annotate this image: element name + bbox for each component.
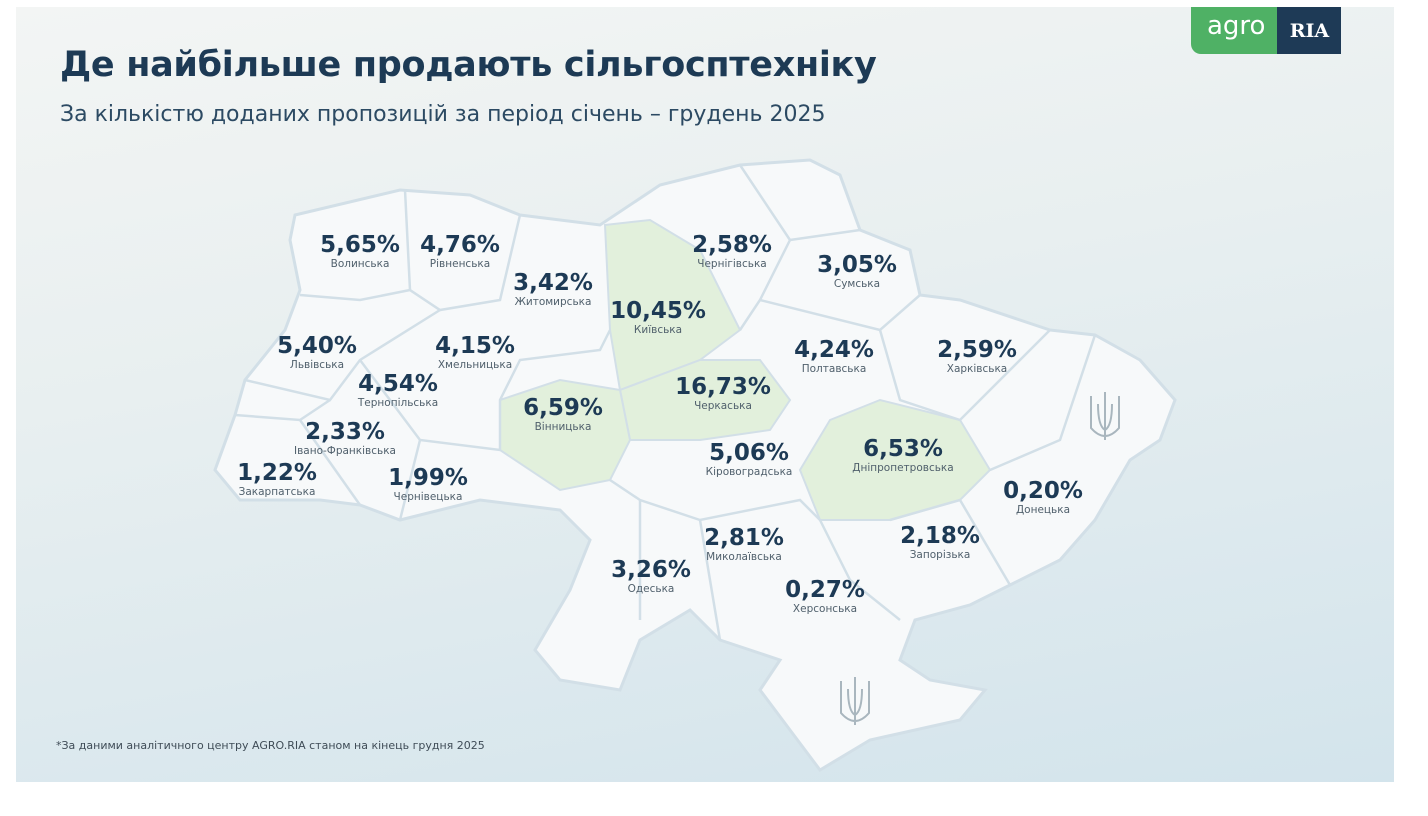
region-label: 1,22% Закарпатська: [237, 460, 317, 499]
region-value: 5,40%: [277, 333, 357, 359]
region-label: 4,76% Рівненська: [420, 232, 500, 271]
region-label: 5,40% Львівська: [277, 333, 357, 372]
region-name: Київська: [633, 324, 683, 336]
region-value: 0,27%: [785, 577, 865, 603]
region-label: 0,20% Донецька: [1003, 478, 1083, 517]
region-value: 4,24%: [794, 337, 874, 363]
region-label: 3,42% Житомирська: [513, 270, 593, 309]
region-label: 5,06% Кіровоградська: [706, 440, 793, 479]
region-name: Сумська: [833, 278, 881, 290]
region-label: 3,26% Одеська: [611, 557, 691, 596]
region-label: 2,18% Запорізька: [900, 523, 980, 562]
region-label: 4,24% Полтавська: [794, 337, 874, 376]
region-name: Львівська: [289, 359, 345, 371]
country-outline: [213, 158, 1177, 772]
region-value: 2,18%: [900, 523, 980, 549]
region-kyiv-fill: [603, 218, 742, 392]
logo-agro-text: agro: [1191, 7, 1278, 54]
region-label: 1,99% Чернівецька: [388, 465, 468, 504]
region-label: 5,65% Волинська: [320, 232, 400, 271]
region-name: Донецька: [1015, 504, 1071, 516]
region-name: Івано-Франківська: [294, 445, 396, 457]
region-label: 0,27% Херсонська: [785, 577, 865, 616]
region-value: 16,73%: [675, 374, 771, 400]
region-name: Полтавська: [801, 363, 867, 375]
infographic-card: Де найбільше продають сільгосптехніку За…: [16, 7, 1394, 782]
region-label: 2,81% Миколаївська: [704, 525, 784, 564]
region-value: 2,58%: [692, 232, 772, 258]
region-value: 1,22%: [237, 460, 317, 486]
trident-icon-crimea: [840, 677, 870, 725]
region-label: 2,58% Чернігівська: [692, 232, 772, 271]
page-subtitle: За кількістю доданих пропозицій за періо…: [60, 102, 826, 127]
region-label: 4,15% Хмельницька: [435, 333, 515, 372]
region-name: Чернігівська: [697, 258, 767, 270]
region-value: 4,15%: [435, 333, 515, 359]
region-name: Запорізька: [909, 549, 971, 561]
region-label: 6,59% Вінницька: [523, 395, 603, 434]
agro-ria-logo: agro RIA: [1191, 7, 1342, 54]
region-label: 4,54% Тернопільська: [358, 371, 438, 410]
region-name: Харківська: [946, 363, 1008, 375]
region-vinnytsia-fill: [499, 378, 632, 492]
region-value: 2,59%: [937, 337, 1017, 363]
region-name: Тернопільська: [357, 397, 439, 409]
region-name: Волинська: [330, 258, 390, 270]
region-borders: [234, 164, 1097, 641]
region-value: 3,26%: [611, 557, 691, 583]
region-value: 6,53%: [863, 436, 943, 462]
region-value: 4,76%: [420, 232, 500, 258]
region-value: 0,20%: [1003, 478, 1083, 504]
region-name: Вінницька: [534, 421, 592, 433]
logo-ria-text: RIA: [1277, 7, 1342, 54]
region-value: 4,54%: [358, 371, 438, 397]
region-value: 5,65%: [320, 232, 400, 258]
region-name: Хмельницька: [437, 359, 513, 371]
region-label: 2,59% Харківська: [937, 337, 1017, 376]
region-value: 2,33%: [305, 419, 385, 445]
region-value: 6,59%: [523, 395, 603, 421]
region-value: 2,81%: [704, 525, 784, 551]
page-title: Де найбільше продають сільгосптехніку: [60, 45, 877, 85]
region-name: Чернівецька: [393, 491, 463, 503]
footnote: *За даними аналітичного центру AGRO.RIA …: [56, 739, 485, 752]
region-name: Одеська: [627, 583, 675, 595]
region-label: 2,33% Івано-Франківська: [294, 419, 396, 458]
region-name: Миколаївська: [706, 551, 782, 563]
region-name: Рівненська: [429, 258, 491, 270]
region-value: 3,05%: [817, 252, 897, 278]
region-value: 3,42%: [513, 270, 593, 296]
region-name: Дніпропетровська: [852, 462, 954, 474]
region-name: Закарпатська: [238, 486, 316, 498]
region-label: 3,05% Сумська: [817, 252, 897, 291]
region-label: 16,73% Черкаська: [675, 374, 771, 413]
ukraine-map: [213, 158, 1177, 772]
region-value: 10,45%: [610, 298, 706, 324]
region-label: 10,45% Київська: [610, 298, 706, 337]
region-name: Житомирська: [514, 296, 592, 308]
region-label: 6,53% Дніпропетровська: [852, 436, 953, 475]
region-value: 1,99%: [388, 465, 468, 491]
region-name: Черкаська: [694, 400, 752, 412]
region-name: Кіровоградська: [705, 466, 793, 478]
region-name: Херсонська: [792, 603, 858, 615]
region-cherkasy-fill: [618, 359, 792, 441]
region-value: 5,06%: [709, 440, 789, 466]
trident-icon-east: [1090, 392, 1120, 440]
